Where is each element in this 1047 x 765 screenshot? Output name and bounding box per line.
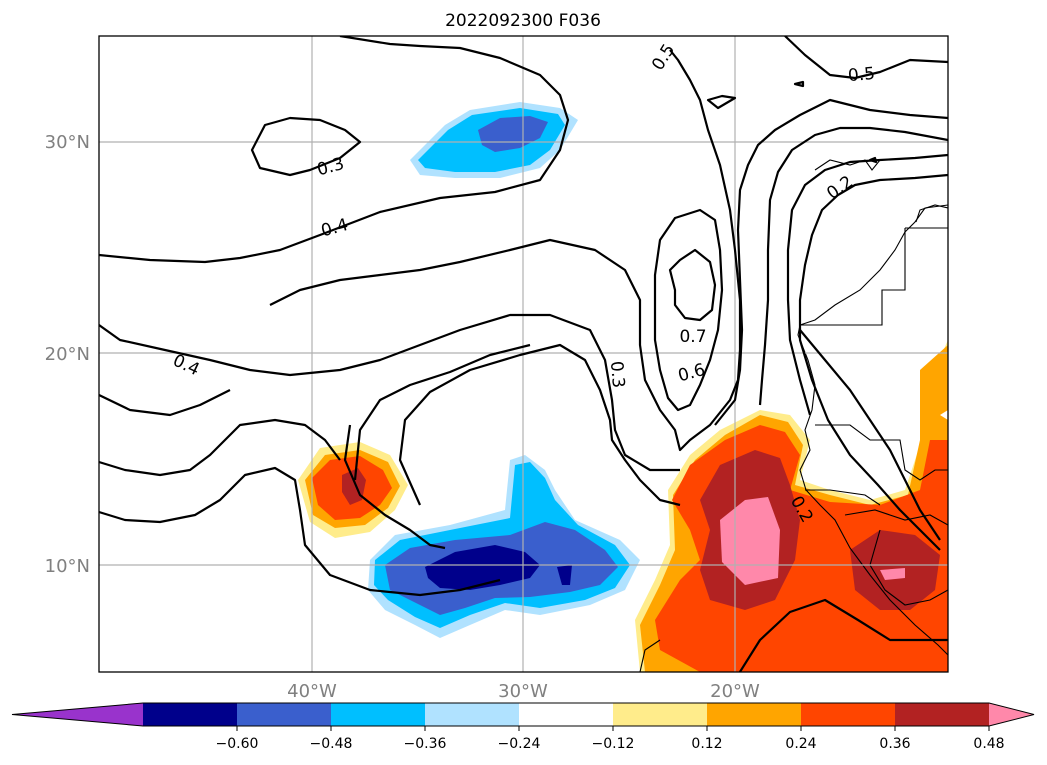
colorbar-segment [143, 703, 238, 726]
colorbar-segment [519, 703, 614, 726]
colorbar-segment [801, 703, 896, 726]
colorbar-tick-label: 0.36 [879, 736, 910, 752]
contour-label: 0.3 [606, 360, 628, 389]
lat-label-20n: 20°N [45, 344, 90, 365]
contour-label: 0.7 [679, 327, 706, 347]
lon-label-30w: 30°W [498, 681, 548, 702]
colorbar-tick-label: 0.48 [973, 736, 1004, 752]
latitude-labels: 30°N 20°N 10°N [45, 132, 90, 577]
contour-label: 0.5 [847, 64, 876, 86]
colorbar-extend-high [989, 703, 1034, 726]
lon-label-20w: 20°W [710, 681, 760, 702]
colorbar: −0.60 −0.48 −0.36 −0.24 −0.12 0.12 0.24 0.36 0.4… [11, 702, 1035, 752]
colorbar-tick-label: −0.60 [216, 736, 259, 752]
colorbar-segment [613, 703, 708, 726]
colorbar-segment [707, 703, 802, 726]
colorbar-extend-low [12, 703, 143, 726]
colorbar-outline [11, 702, 1035, 727]
colorbar-tick-label: 0.24 [785, 736, 816, 752]
lon-label-40w: 40°W [287, 681, 337, 702]
map-title: 2022092300 F036 [445, 11, 601, 31]
lat-label-10n: 10°N [45, 556, 90, 577]
map-frame [98, 35, 949, 673]
longitude-labels: 40°W 30°W 20°W [287, 681, 760, 702]
colorbar-segment [237, 703, 332, 726]
colorbar-segment [425, 703, 520, 726]
lat-label-30n: 30°N [45, 132, 90, 153]
map-panel: 0.5 0.5 0.3 0.4 0.4 0.3 0.7 0.6 0.2 0.2 [98, 35, 949, 673]
colorbar-tick-label: −0.24 [498, 736, 541, 752]
colorbar-tick-label: −0.12 [592, 736, 635, 752]
contour-lines [99, 36, 948, 672]
colorbar-tick-label: −0.36 [404, 736, 447, 752]
colorbar-tick-label: 0.12 [691, 736, 722, 752]
colorbar-segment [895, 703, 990, 726]
negative-anomaly-north [410, 102, 578, 178]
colorbar-segment [331, 703, 426, 726]
colorbar-tick-label: −0.48 [310, 736, 353, 752]
